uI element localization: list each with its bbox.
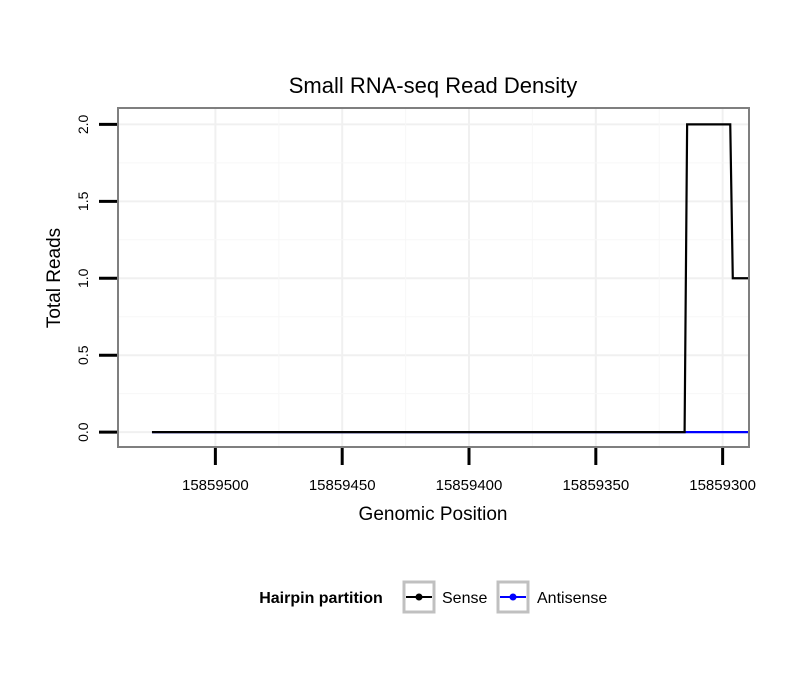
grid-major-lines bbox=[119, 109, 748, 446]
legend-key-point-antisense bbox=[509, 593, 517, 601]
x-axis-label: Genomic Position bbox=[359, 504, 508, 525]
series-line-sense bbox=[151, 123, 748, 434]
y-axis-label: Total Reads bbox=[44, 228, 65, 328]
x-tick-label-0: 15859500 bbox=[182, 477, 249, 494]
legend-key-point-sense bbox=[415, 593, 423, 601]
grid-minor-lines bbox=[119, 109, 748, 446]
x-axis: 15859500 15859450 15859400 15859350 15859300 bbox=[182, 448, 756, 494]
legend-label-antisense: Antisense bbox=[537, 590, 607, 607]
legend-item-antisense: Antisense bbox=[496, 580, 607, 614]
x-tick-label-4: 15859300 bbox=[689, 477, 756, 494]
x-tick-label-2: 15859400 bbox=[436, 477, 503, 494]
legend-item-sense: Sense bbox=[402, 580, 487, 614]
y-tick-label-1: 0.5 bbox=[75, 345, 91, 365]
legend-title: Hairpin partition bbox=[259, 590, 383, 607]
y-tick-label-3: 1.5 bbox=[75, 191, 91, 211]
x-tick-label-3: 15859350 bbox=[562, 477, 629, 494]
chart-title: Small RNA-seq Read Density bbox=[289, 73, 578, 98]
x-tick-label-1: 15859450 bbox=[309, 477, 376, 494]
legend: Hairpin partition Sense Antisense bbox=[259, 580, 607, 614]
y-tick-label-0: 0.0 bbox=[75, 422, 91, 442]
plot-panel-border bbox=[117, 107, 750, 448]
y-tick-label-4: 2.0 bbox=[75, 114, 91, 134]
series-layer bbox=[151, 123, 748, 434]
legend-label-sense: Sense bbox=[442, 590, 487, 607]
y-tick-label-2: 1.0 bbox=[75, 268, 91, 288]
y-axis: 0.0 0.5 1.0 1.5 2.0 bbox=[75, 114, 117, 442]
